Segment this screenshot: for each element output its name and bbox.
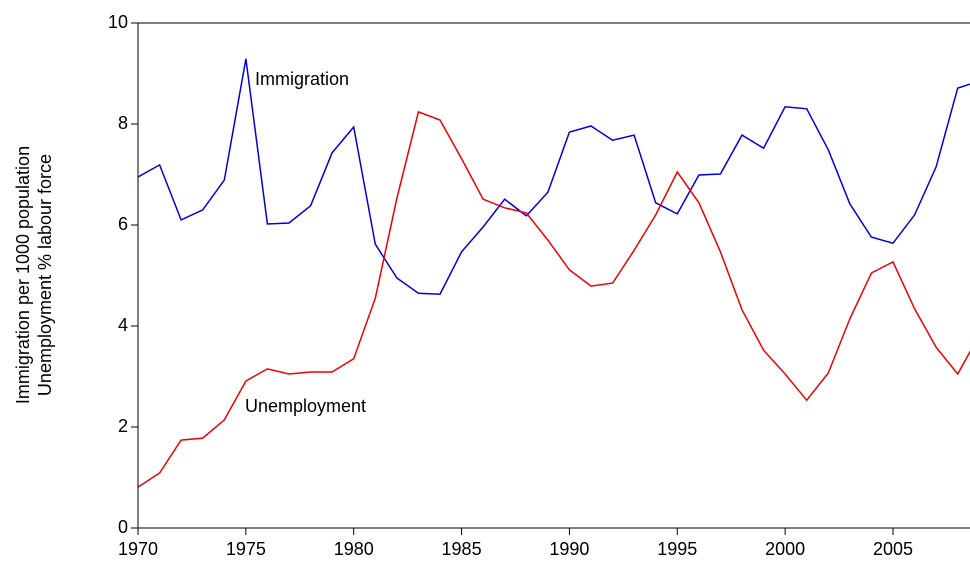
x-tick-label: 1975: [226, 539, 266, 559]
x-tick-label: 1985: [442, 539, 482, 559]
y-tick-label: 10: [108, 12, 128, 32]
x-tick-label: 2000: [765, 539, 805, 559]
annotation: Unemployment: [245, 396, 366, 416]
data-line: [138, 110, 970, 488]
data-line: [138, 58, 970, 295]
x-tick-label: 1995: [657, 539, 697, 559]
y-tick-label: 8: [118, 113, 128, 133]
x-tick-label: 1980: [334, 539, 374, 559]
annotation: Immigration: [255, 69, 349, 89]
plot-area: [138, 58, 970, 488]
y-tick-label: 2: [118, 416, 128, 436]
x-tick-label: 1990: [549, 539, 589, 559]
y-axis-label: Unemployment % labour force: [35, 154, 55, 396]
y-tick-label: 0: [118, 517, 128, 537]
y-tick-label: 4: [118, 315, 128, 335]
y-axis-label: Immigration per 1000 population: [13, 146, 33, 404]
x-tick-label: 2005: [873, 539, 913, 559]
y-tick-label: 6: [118, 214, 128, 234]
x-tick-label: 1970: [118, 539, 158, 559]
